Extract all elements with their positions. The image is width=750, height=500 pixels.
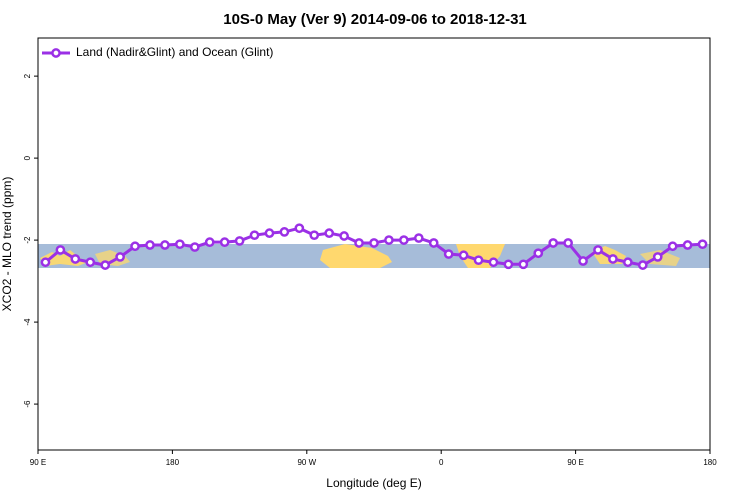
x-tick-label: 90 E bbox=[30, 458, 46, 467]
y-axis-label: XCO2 - MLO trend (ppm) bbox=[0, 177, 14, 312]
point bbox=[443, 249, 454, 259]
x-axis-label: Longitude (deg E) bbox=[326, 476, 421, 490]
point bbox=[623, 257, 633, 268]
x-tick-label: 0 bbox=[439, 458, 444, 467]
point bbox=[324, 228, 335, 238]
point bbox=[189, 242, 200, 252]
x-tick-label: 180 bbox=[166, 458, 180, 467]
point bbox=[175, 239, 185, 250]
point bbox=[682, 240, 693, 250]
point bbox=[518, 259, 529, 270]
chart-title: 10S-0 May (Ver 9) 2014-09-06 to 2018-12-… bbox=[223, 11, 527, 28]
point bbox=[354, 238, 364, 248]
point bbox=[384, 235, 394, 245]
y-tick-label: -4 bbox=[23, 318, 32, 326]
point bbox=[100, 260, 111, 270]
point bbox=[458, 250, 469, 261]
point bbox=[279, 227, 290, 237]
point bbox=[473, 255, 484, 266]
point bbox=[219, 237, 230, 248]
legend-label: Land (Nadir&Glint) and Ocean (Glint) bbox=[76, 45, 273, 59]
y-tick-label: 2 bbox=[23, 73, 32, 78]
point bbox=[488, 257, 499, 268]
point bbox=[369, 238, 379, 248]
point bbox=[578, 256, 588, 266]
point bbox=[130, 241, 140, 252]
point bbox=[309, 230, 320, 241]
point bbox=[160, 240, 170, 250]
x-tick-label: 90 W bbox=[297, 458, 316, 467]
point bbox=[667, 241, 678, 252]
point bbox=[413, 233, 424, 243]
point bbox=[399, 235, 409, 245]
plot-frame bbox=[37, 37, 711, 451]
point bbox=[652, 252, 663, 262]
point bbox=[697, 239, 708, 250]
point bbox=[428, 238, 439, 248]
point bbox=[115, 252, 125, 262]
point bbox=[563, 238, 573, 248]
point bbox=[533, 248, 544, 259]
x-tick-label: 90 E bbox=[567, 458, 583, 467]
point bbox=[264, 228, 275, 238]
point bbox=[249, 230, 260, 241]
point bbox=[234, 236, 245, 246]
point bbox=[294, 223, 305, 234]
point bbox=[339, 231, 349, 241]
y-tick-label: -6 bbox=[23, 400, 32, 408]
y-tick-label: 0 bbox=[23, 155, 32, 160]
point bbox=[145, 240, 155, 250]
point bbox=[608, 254, 618, 264]
point bbox=[593, 245, 603, 255]
point bbox=[85, 257, 96, 268]
point bbox=[40, 257, 51, 268]
point bbox=[637, 260, 648, 270]
point bbox=[548, 238, 559, 248]
point bbox=[55, 245, 66, 255]
x-tick-label: 180 bbox=[703, 458, 717, 467]
point bbox=[503, 259, 514, 270]
point bbox=[70, 254, 81, 264]
legend-marker bbox=[51, 48, 61, 58]
y-tick-label: -2 bbox=[23, 236, 32, 244]
point bbox=[204, 237, 215, 248]
